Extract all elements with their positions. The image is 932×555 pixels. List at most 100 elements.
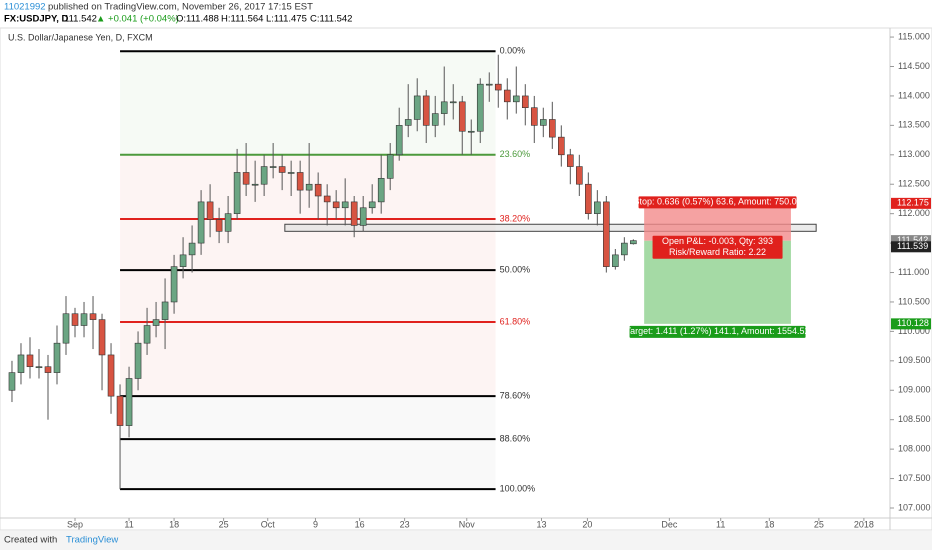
candle-body <box>197 201 205 244</box>
price-label-box <box>891 235 931 247</box>
candle-body <box>305 183 313 191</box>
y-tick-label: 107.000 <box>898 502 931 512</box>
candle-body <box>161 301 169 320</box>
fib-band <box>120 396 496 440</box>
pnl-label: Open P&L: -0.003, Qty: 393 <box>662 236 773 246</box>
x-tick-label: 25 <box>814 519 824 529</box>
candle-body <box>152 319 160 326</box>
candle-body <box>494 83 502 91</box>
fib-band <box>120 321 496 397</box>
price-label-box <box>891 197 931 209</box>
fib-band <box>120 439 496 490</box>
fib-label: 0.00% <box>500 46 526 56</box>
candle-body <box>44 366 52 373</box>
y-tick-label: 114.500 <box>898 61 930 71</box>
y-tick-label: 113.500 <box>898 120 930 130</box>
candle-body <box>17 354 25 373</box>
chart-title: U.S. Dollar/Japanese Yen, D, FXCM <box>8 32 153 42</box>
candle-body <box>395 125 403 156</box>
candle-body <box>125 378 133 426</box>
candle-body <box>251 183 259 186</box>
author: 11021992 <box>4 2 46 13</box>
candle-body <box>233 172 241 214</box>
candle-body <box>170 266 178 303</box>
candle-body <box>386 154 394 179</box>
fib-label: 88.60% <box>500 433 531 443</box>
candle-body <box>89 313 97 320</box>
price-label: 111.542 <box>897 235 928 245</box>
candle-body <box>503 89 511 103</box>
candle-body <box>287 172 295 174</box>
candle-body <box>26 354 34 368</box>
price-label-box <box>891 318 931 330</box>
price-label: 110.128 <box>897 318 929 328</box>
x-tick-label: 13 <box>536 519 546 529</box>
candle-body <box>368 201 376 209</box>
target-label: Target: 1.411 (1.27%) 141.1, Amount: 155… <box>626 326 810 336</box>
price-label: 112.175 <box>897 198 929 208</box>
price-label-box <box>891 241 931 253</box>
candle-body <box>179 254 187 267</box>
candle-body <box>332 201 340 209</box>
fib-label: 23.60% <box>500 149 531 159</box>
candle-body <box>53 342 61 373</box>
fib-label: 50.00% <box>500 265 531 275</box>
pnl-label-box <box>652 235 783 248</box>
y-tick-label: 113.000 <box>898 149 930 159</box>
candle-body <box>603 201 610 267</box>
stop-label: Stop: 0.636 (0.57%) 63.6, Amount: 750.05 <box>633 197 801 207</box>
y-tick-label: 108.500 <box>898 414 931 424</box>
candle-body <box>512 95 520 103</box>
y-tick-label: 111.000 <box>898 267 929 277</box>
candle-body <box>323 195 331 203</box>
y-tick-label: 110.500 <box>898 296 930 306</box>
change: ▲ +0.041 (+0.04%) <box>96 14 179 25</box>
fib-band <box>120 270 496 322</box>
candle-body <box>98 319 106 356</box>
target-label-box <box>629 325 806 338</box>
y-tick-label: 109.500 <box>898 355 931 365</box>
zone <box>284 223 817 232</box>
candle-body <box>449 101 457 104</box>
footer <box>0 531 932 550</box>
candle-body <box>377 178 385 203</box>
x-tick-label: 20 <box>582 519 592 529</box>
y-tick-label: 108.000 <box>898 444 931 454</box>
x-tick-label: Oct <box>261 519 276 529</box>
candle-body <box>296 172 304 191</box>
candle-body <box>539 119 547 126</box>
high: H:111.564 <box>221 14 263 25</box>
candle-body <box>260 166 268 185</box>
candle-body <box>359 207 367 226</box>
x-tick-label: 18 <box>764 519 774 529</box>
candle-body <box>71 313 79 326</box>
price-label: 111.539 <box>897 241 928 251</box>
open: O:111.488 <box>176 14 219 25</box>
candle-body <box>585 183 592 214</box>
footer-brand[interactable]: TradingView <box>66 535 118 546</box>
x-tick-label: 11 <box>124 519 133 529</box>
fib-label: 78.60% <box>500 391 531 401</box>
candle-body <box>404 119 412 126</box>
footer-text: Created with <box>4 535 57 546</box>
y-tick-label: 110.000 <box>898 326 930 336</box>
candle-body <box>8 372 16 391</box>
x-tick-label: 9 <box>313 519 318 529</box>
stop-area <box>644 203 791 241</box>
y-tick-label: 112.000 <box>898 208 930 218</box>
candle-body <box>612 254 619 267</box>
y-tick-label: 114.000 <box>898 90 930 100</box>
fib-label: 61.80% <box>500 316 531 326</box>
candle-body <box>521 95 529 109</box>
stop-label-box <box>638 196 797 209</box>
candle-body <box>576 166 583 185</box>
candle-body <box>558 136 565 156</box>
candle-body <box>467 130 475 133</box>
symbol: FX:USDJPY, D <box>4 14 69 25</box>
published: published on TradingView.com, November 2… <box>48 2 313 13</box>
candle-body <box>188 242 196 256</box>
x-tick-label: 2018 <box>854 519 874 529</box>
ratio-label-box <box>652 246 783 259</box>
